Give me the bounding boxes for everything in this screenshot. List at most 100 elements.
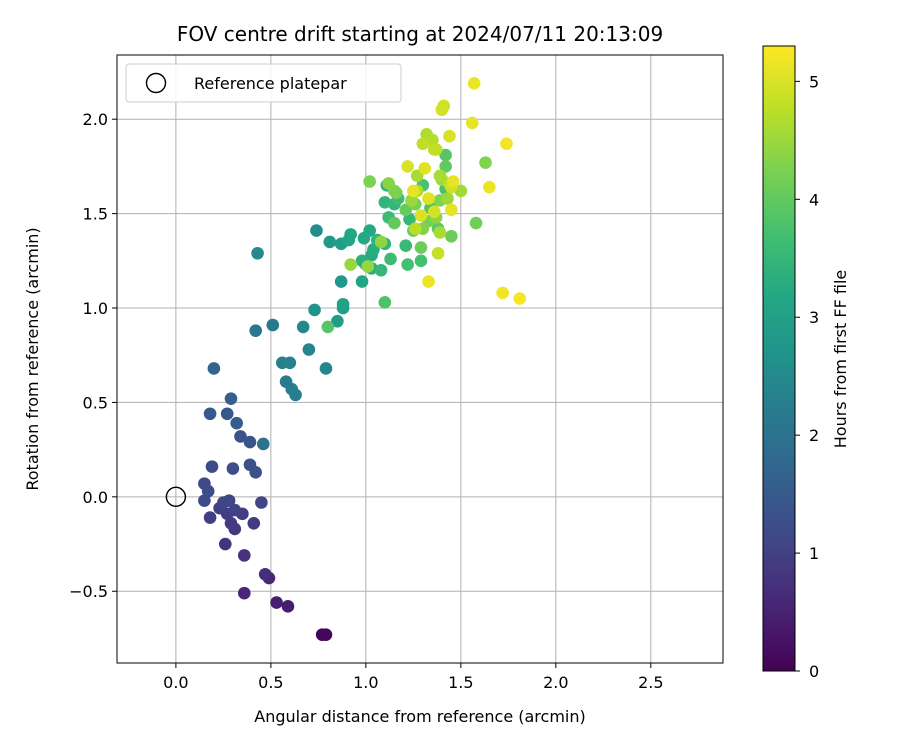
data-point xyxy=(270,596,283,609)
data-point xyxy=(203,407,217,421)
data-point xyxy=(218,537,232,551)
data-point xyxy=(302,343,316,356)
data-point xyxy=(258,567,272,581)
data-point xyxy=(243,435,257,449)
plot-frame xyxy=(116,54,724,664)
data-point xyxy=(401,160,414,173)
colorbar-gradient xyxy=(762,45,796,672)
data-point xyxy=(465,116,479,130)
y-tick-label: 2.0 xyxy=(83,110,108,129)
y-tick-label: 1.5 xyxy=(83,205,108,224)
data-point xyxy=(422,192,435,205)
data-point xyxy=(513,292,527,305)
data-point xyxy=(361,260,375,273)
data-point xyxy=(249,465,262,479)
data-point xyxy=(198,494,211,507)
data-points xyxy=(198,77,527,641)
data-point xyxy=(433,169,447,183)
x-tick-label: 0.5 xyxy=(258,673,283,692)
data-point xyxy=(205,460,219,473)
colorbar-tick-label: 3 xyxy=(809,308,819,327)
colorbar-tick-label: 2 xyxy=(809,426,819,445)
x-tick-label: 0.0 xyxy=(163,673,188,692)
data-point xyxy=(296,320,310,334)
legend-reference-marker-icon xyxy=(145,72,167,94)
data-point xyxy=(445,203,458,217)
data-point xyxy=(382,177,395,190)
data-point xyxy=(496,286,509,300)
data-point xyxy=(207,362,221,375)
data-point xyxy=(416,137,430,151)
data-point xyxy=(220,407,234,421)
data-point xyxy=(439,148,452,162)
colorbar: 0 1 2 3 4 5 Hours from first FF file xyxy=(762,45,850,681)
x-gridlines xyxy=(175,55,652,663)
legend: Reference platepar xyxy=(125,63,402,103)
data-point xyxy=(237,586,251,600)
data-point xyxy=(331,314,344,328)
legend-entry-label: Reference platepar xyxy=(194,74,347,93)
data-point xyxy=(310,224,323,237)
data-point xyxy=(334,275,348,288)
data-point xyxy=(247,516,261,530)
data-point xyxy=(323,235,337,249)
data-point xyxy=(234,430,247,443)
x-tick-label: 2.5 xyxy=(638,673,663,692)
data-point xyxy=(467,77,481,90)
data-point xyxy=(374,263,388,277)
data-point xyxy=(228,503,242,517)
chart-title: FOV centre drift starting at 2024/07/11 … xyxy=(177,22,663,46)
data-point xyxy=(403,212,416,226)
data-point xyxy=(285,382,299,396)
data-point xyxy=(388,216,401,230)
data-point xyxy=(454,184,468,198)
data-point xyxy=(414,254,428,268)
colorbar-label: Hours from first FF file xyxy=(831,270,850,449)
data-point xyxy=(443,129,456,143)
data-point xyxy=(230,416,243,430)
data-point xyxy=(429,143,443,156)
data-point xyxy=(479,156,492,169)
data-point xyxy=(201,484,215,498)
legend-box xyxy=(125,63,402,103)
data-point xyxy=(426,133,439,147)
x-axis-label: Angular distance from reference (arcmin) xyxy=(254,707,585,726)
data-point xyxy=(446,175,460,188)
data-point xyxy=(399,239,413,253)
y-tick-label: −0.5 xyxy=(69,582,108,601)
y-axis-label: Rotation from reference (arcmin) xyxy=(23,227,42,490)
data-point xyxy=(500,137,513,151)
data-point xyxy=(427,205,441,219)
data-point xyxy=(266,318,280,332)
y-tick-label: 0.0 xyxy=(83,488,108,507)
data-point xyxy=(414,241,428,254)
data-point xyxy=(319,362,333,375)
data-point xyxy=(378,296,392,309)
data-point xyxy=(378,195,392,209)
data-point xyxy=(483,180,496,194)
x-tick-label: 1.0 xyxy=(353,673,378,692)
data-point xyxy=(308,303,321,317)
data-point xyxy=(355,275,369,288)
data-point xyxy=(249,324,262,337)
data-point xyxy=(408,222,422,236)
colorbar-tick-label: 4 xyxy=(809,190,819,209)
data-point xyxy=(237,549,251,562)
colorbar-tick-label: 0 xyxy=(809,662,819,681)
data-point xyxy=(384,252,397,266)
data-point xyxy=(399,203,413,217)
data-point xyxy=(435,103,449,117)
data-point xyxy=(251,246,264,260)
y-tick-label: 1.0 xyxy=(83,299,108,318)
data-point xyxy=(439,160,452,173)
x-axis-ticks: 0.0 0.5 1.0 1.5 2.0 2.5 xyxy=(163,663,664,692)
y-gridlines xyxy=(117,118,723,592)
x-tick-label: 2.0 xyxy=(543,673,568,692)
data-point xyxy=(469,216,483,230)
data-point xyxy=(418,161,432,175)
data-point xyxy=(344,228,357,241)
data-point xyxy=(441,192,454,205)
data-point xyxy=(374,235,388,249)
y-tick-label: 0.5 xyxy=(83,393,108,412)
reference-platepar-marker xyxy=(165,486,187,508)
